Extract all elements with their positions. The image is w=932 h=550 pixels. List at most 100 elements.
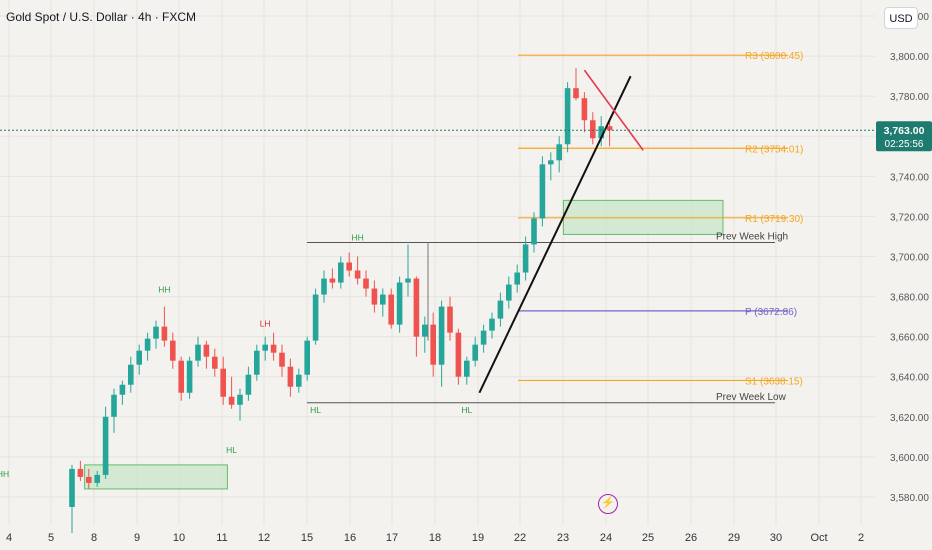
candle xyxy=(422,316,428,353)
candle-body xyxy=(338,262,344,283)
x-tick-label: 15 xyxy=(301,532,313,544)
candle-body xyxy=(564,88,571,145)
x-tick-label: 17 xyxy=(386,532,398,544)
candle xyxy=(287,358,294,397)
candle-body xyxy=(363,278,369,289)
candle xyxy=(489,312,495,339)
swing-label: HL xyxy=(461,405,472,415)
candle-body xyxy=(329,278,336,283)
candle xyxy=(606,118,613,147)
candle-body xyxy=(380,294,386,305)
candle-body xyxy=(539,164,546,219)
candle xyxy=(564,82,571,153)
level-label: P (3672.86) xyxy=(745,307,797,318)
last-price-value: 3,763.00 xyxy=(884,125,925,137)
candle xyxy=(312,288,319,345)
candles xyxy=(69,68,613,534)
candle xyxy=(102,406,109,479)
candle-body xyxy=(77,468,84,477)
candle-body xyxy=(548,160,554,165)
candle xyxy=(178,356,184,401)
x-tick-label: 19 xyxy=(472,532,484,544)
y-tick-label: 3,600.00 xyxy=(890,453,929,464)
candle-body xyxy=(506,284,512,301)
uptrend-trendline xyxy=(478,75,632,394)
candle xyxy=(279,344,285,377)
candle xyxy=(111,388,117,433)
candle-body xyxy=(405,278,411,283)
x-tick-label: 25 xyxy=(642,532,654,544)
level-label: S1 (3638.15) xyxy=(745,376,803,387)
candle xyxy=(119,380,126,405)
candle xyxy=(472,336,478,367)
x-tick-label: 2 xyxy=(858,532,864,544)
candle-body xyxy=(279,352,285,367)
candle xyxy=(514,264,520,293)
trendlines xyxy=(478,69,644,394)
candle xyxy=(170,332,176,369)
candle-body xyxy=(447,306,453,333)
candle-body xyxy=(573,88,579,99)
x-tick-label: 16 xyxy=(344,532,356,544)
candle-body xyxy=(464,360,470,377)
x-tick-label: 30 xyxy=(770,532,782,544)
swing-label: HL xyxy=(310,405,321,415)
x-tick-label: 22 xyxy=(514,532,526,544)
candle xyxy=(254,344,260,381)
candle xyxy=(153,320,159,349)
y-tick-label: 3,620.00 xyxy=(890,413,929,424)
swing-labels: HH LH HL HH HL HL HH xyxy=(0,232,473,478)
candle-body xyxy=(270,344,277,353)
candle xyxy=(573,68,579,101)
candle xyxy=(531,212,537,253)
candle xyxy=(245,366,252,401)
candle xyxy=(128,356,134,393)
candle xyxy=(296,368,302,393)
y-tick-label: 3,580.00 xyxy=(890,493,929,504)
candle xyxy=(522,236,529,281)
pivot-levels: R3 (3800.45) R2 (3754.01) R1 (3719.30) P (3… xyxy=(518,51,803,387)
last-price-badge: 3,763.00 02:25:56 xyxy=(0,121,932,152)
candle-body xyxy=(556,144,562,161)
candle xyxy=(506,276,512,309)
candle xyxy=(581,92,588,133)
x-tick-label: 5 xyxy=(48,532,54,544)
candle-body xyxy=(514,272,520,285)
candle xyxy=(464,356,470,385)
candle-body xyxy=(254,350,260,375)
y-tick-label: 3,680.00 xyxy=(890,293,929,304)
candle-body xyxy=(128,364,134,385)
candle xyxy=(304,336,310,381)
candle-body xyxy=(422,324,428,337)
x-axis: 4 5 8 9 10 11 12 15 16 17 18 19 22 23 24 25 26 29 30 Oct 2 xyxy=(6,532,864,544)
currency-button[interactable]: USD xyxy=(884,7,918,29)
candle xyxy=(405,244,411,297)
level-label: R3 (3800.45) xyxy=(745,51,803,62)
candle-body xyxy=(119,384,126,395)
candle xyxy=(346,252,352,277)
candle-body xyxy=(136,350,142,365)
candle-body xyxy=(430,324,436,365)
candle-body xyxy=(581,98,588,121)
swing-label: LH xyxy=(260,319,271,329)
flash-icon[interactable]: ⚡ xyxy=(598,494,618,514)
candle-body xyxy=(212,356,218,369)
candle-body xyxy=(606,126,613,131)
candle-body xyxy=(304,340,310,375)
candle-body xyxy=(287,366,294,387)
candle xyxy=(539,156,546,227)
candle-body xyxy=(321,278,327,295)
candle-body xyxy=(228,396,235,405)
candle-body xyxy=(178,360,184,393)
candle xyxy=(186,356,193,399)
candle-body xyxy=(354,270,361,279)
x-tick-label: 10 xyxy=(173,532,185,544)
swing-label: HH xyxy=(351,232,363,242)
candle-body xyxy=(262,344,268,351)
x-tick-label: 8 xyxy=(91,532,97,544)
candle-body xyxy=(489,318,495,331)
y-tick-label: 3,780.00 xyxy=(890,92,929,103)
candle-body xyxy=(186,360,193,393)
